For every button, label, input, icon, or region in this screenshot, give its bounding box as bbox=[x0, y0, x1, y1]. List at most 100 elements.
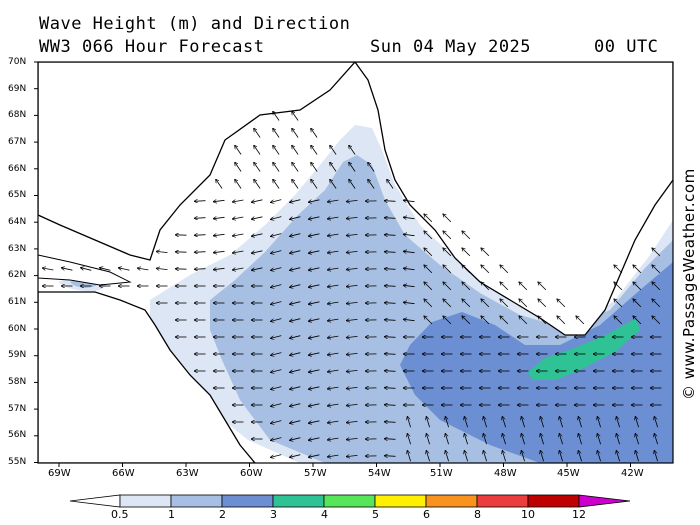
wave-direction-arrow bbox=[347, 285, 358, 286]
wave-direction-arrow bbox=[540, 417, 544, 428]
wave-direction-arrow bbox=[385, 320, 396, 321]
wave-direction-arrow bbox=[254, 146, 261, 155]
wave-direction-arrow bbox=[328, 353, 339, 355]
wave-direction-arrow bbox=[445, 451, 449, 462]
wave-direction-arrow bbox=[195, 235, 206, 236]
lat-label: 58N bbox=[8, 377, 27, 387]
wave-direction-arrow bbox=[214, 268, 225, 269]
wave-direction-arrow bbox=[292, 163, 299, 172]
wave-direction-arrow bbox=[349, 163, 356, 172]
lat-label: 66N bbox=[8, 164, 27, 174]
wave-direction-arrow bbox=[404, 319, 415, 320]
wave-direction-arrow bbox=[309, 233, 320, 236]
wave-direction-arrow bbox=[328, 370, 339, 372]
wave-direction-arrow bbox=[328, 200, 339, 202]
wave-direction-arrow bbox=[633, 265, 642, 274]
lon-label: 57W bbox=[304, 468, 327, 479]
wave-direction-arrow bbox=[273, 129, 280, 138]
wave-direction-arrow bbox=[235, 146, 242, 155]
chart-title: Wave Height (m) and Direction bbox=[39, 14, 351, 34]
wave-direction-arrow bbox=[309, 318, 320, 321]
lat-label: 70N bbox=[8, 57, 27, 67]
wave-direction-arrow bbox=[235, 163, 242, 172]
lat-label: 60N bbox=[8, 324, 27, 334]
wave-direction-arrow bbox=[443, 316, 452, 325]
wave-direction-arrow bbox=[100, 268, 111, 271]
wave-direction-arrow bbox=[347, 455, 358, 456]
wave-direction-arrow bbox=[271, 335, 282, 339]
wave-direction-arrow bbox=[290, 250, 301, 254]
wave-direction-arrow bbox=[309, 454, 320, 457]
wave-direction-arrow bbox=[578, 451, 582, 462]
lon-label: 42W bbox=[621, 468, 644, 479]
wave-direction-arrow bbox=[271, 318, 282, 322]
wave-direction-arrow bbox=[271, 420, 282, 424]
wave-direction-arrow bbox=[216, 180, 223, 189]
wave-direction-arrow bbox=[195, 218, 206, 219]
colorbar-swatch-9 bbox=[527, 494, 580, 508]
wave-direction-arrow bbox=[521, 434, 525, 445]
wave-direction-arrow bbox=[292, 180, 299, 189]
wave-direction-arrow bbox=[195, 201, 206, 202]
wave-direction-arrow bbox=[290, 318, 301, 322]
wave-direction-arrow bbox=[368, 180, 375, 189]
wave-direction-arrow bbox=[328, 251, 339, 253]
wave-direction-arrow bbox=[290, 369, 301, 373]
wave-direction-arrow bbox=[290, 403, 301, 407]
wave-direction-arrow bbox=[481, 282, 490, 291]
wave-direction-arrow bbox=[328, 455, 339, 457]
wave-direction-arrow bbox=[157, 268, 168, 269]
wave-direction-arrow bbox=[271, 284, 282, 288]
wave-direction-arrow bbox=[347, 421, 358, 422]
wave-direction-arrow bbox=[616, 451, 620, 462]
wave-direction-arrow bbox=[290, 454, 301, 458]
lat-label: 62N bbox=[8, 270, 27, 280]
colorbar-label: 6 bbox=[423, 508, 430, 521]
wave-direction-arrow bbox=[500, 299, 509, 308]
wave-direction-arrow bbox=[519, 282, 528, 291]
colorbar-swatch-2 bbox=[170, 494, 223, 508]
wave-direction-arrow bbox=[404, 251, 415, 252]
wave-direction-arrow bbox=[445, 434, 449, 445]
wave-direction-arrow bbox=[502, 434, 506, 445]
wave-direction-arrow bbox=[368, 163, 375, 172]
wave-direction-arrow bbox=[424, 299, 433, 308]
axis-ticks bbox=[34, 61, 631, 467]
wave-direction-arrow bbox=[424, 248, 433, 257]
wave-direction-arrow bbox=[347, 438, 358, 439]
wave-direction-arrow bbox=[311, 180, 318, 189]
lat-label: 63N bbox=[8, 244, 27, 254]
wave-direction-arrow bbox=[271, 403, 282, 407]
wave-direction-arrow bbox=[557, 299, 566, 308]
wave-direction-arrow bbox=[347, 200, 358, 201]
wave-direction-arrow bbox=[347, 302, 358, 303]
colorbar-label: 4 bbox=[321, 508, 328, 521]
wave-direction-arrow bbox=[464, 417, 468, 428]
wave-direction-arrow bbox=[311, 163, 318, 172]
wave-direction-arrow bbox=[597, 451, 601, 462]
wave-direction-arrow bbox=[347, 319, 358, 320]
wave-direction-arrow bbox=[654, 417, 658, 428]
lon-label: 54W bbox=[368, 468, 391, 479]
wave-direction-arrow bbox=[538, 282, 547, 291]
wave-direction-arrow bbox=[614, 265, 623, 274]
wave-direction-arrow bbox=[426, 417, 430, 428]
wave-direction-arrow bbox=[290, 233, 301, 237]
wave-direction-arrow bbox=[385, 337, 396, 338]
wave-direction-arrow bbox=[502, 417, 506, 428]
lat-label: 59N bbox=[8, 350, 27, 360]
wave-direction-arrow bbox=[464, 434, 468, 445]
wave-direction-arrow bbox=[652, 299, 661, 308]
colorbar-label: 10 bbox=[521, 508, 535, 521]
wave-direction-arrow bbox=[271, 250, 282, 254]
wave-direction-arrow bbox=[407, 417, 411, 428]
lat-label: 65N bbox=[8, 190, 27, 200]
wave-contour-3 bbox=[528, 318, 640, 380]
wave-direction-arrow bbox=[328, 336, 339, 338]
wave-direction-arrow bbox=[424, 282, 433, 291]
wave-direction-arrow bbox=[214, 217, 225, 218]
wave-direction-arrow bbox=[271, 216, 282, 220]
wave-direction-arrow bbox=[330, 180, 337, 189]
wave-direction-arrow bbox=[214, 251, 225, 252]
wave-direction-arrow bbox=[349, 146, 356, 155]
